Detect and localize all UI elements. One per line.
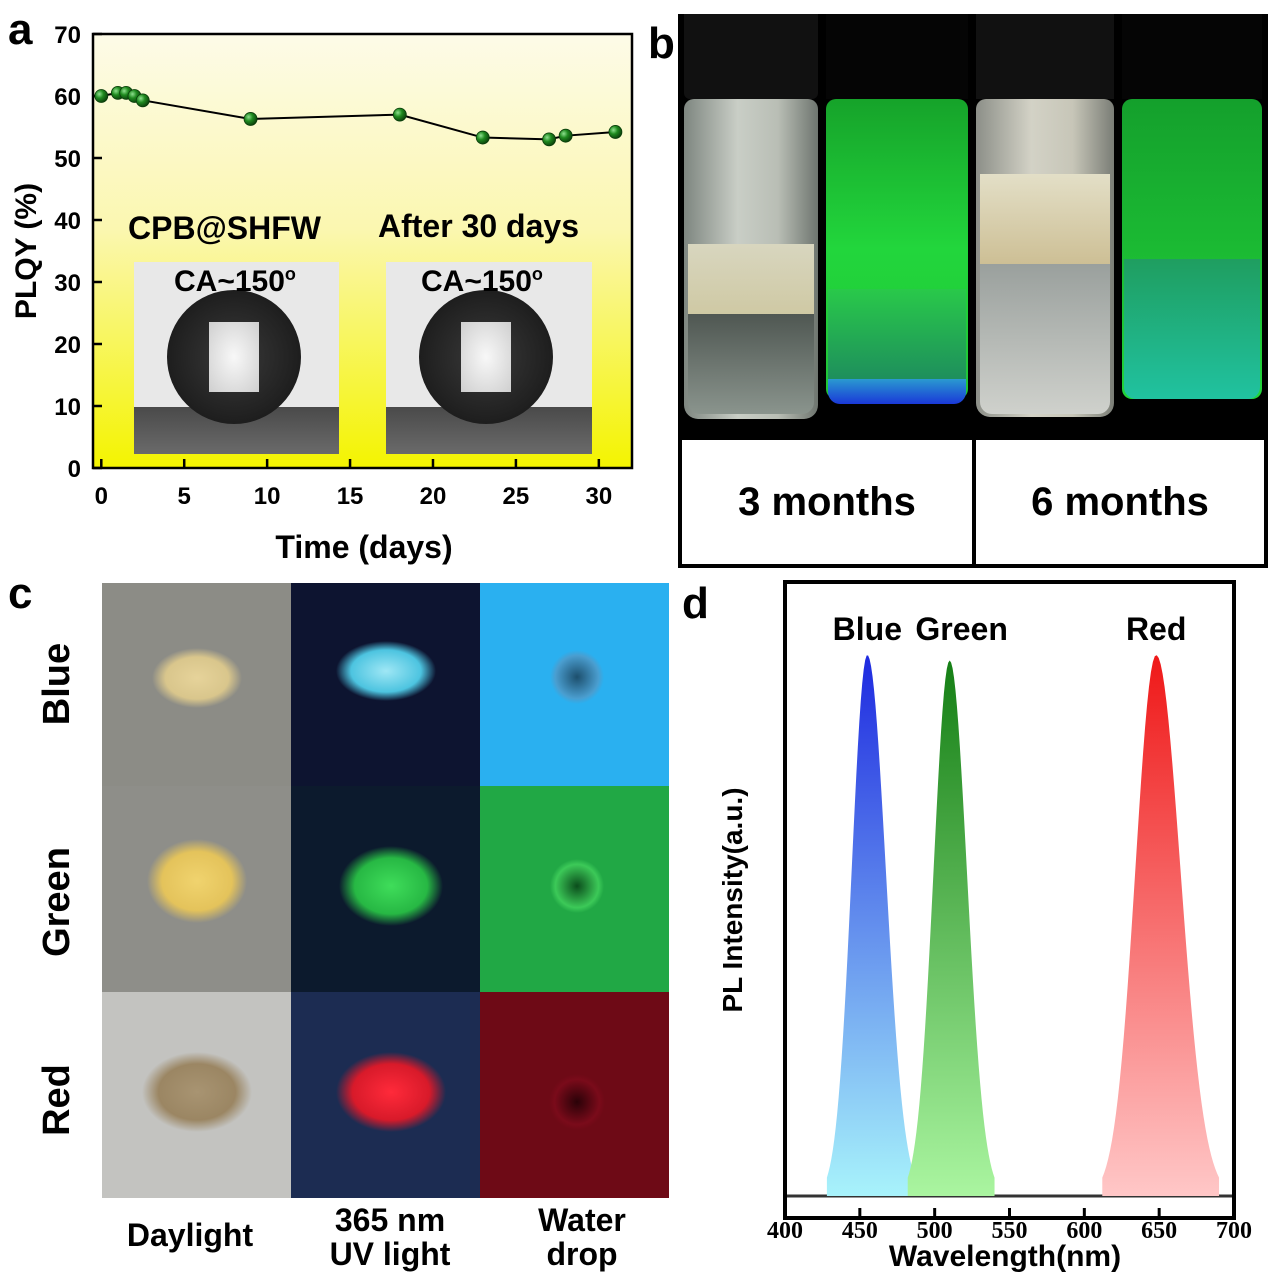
- label-box-3-months: 3 months: [678, 436, 976, 568]
- y-tick-label-a: 60: [54, 84, 81, 111]
- degree-mark-left: o: [284, 264, 296, 284]
- panel-label-b: b: [648, 19, 675, 68]
- x-tick-label-a: 30: [585, 483, 612, 510]
- peak-label-blue: Blue: [833, 611, 902, 647]
- plqy-point: [558, 128, 573, 143]
- green-uv-photo: [291, 786, 480, 992]
- row-label-blue: Blue: [36, 642, 78, 726]
- y-tick-label-a: 10: [54, 394, 81, 421]
- blue-uv-photo: [291, 583, 480, 786]
- contact-angle-photo-left: CA~150o: [134, 262, 339, 454]
- x-tick-label-d: 650: [1141, 1218, 1177, 1244]
- x-axis-label-d: Wavelength(nm): [889, 1240, 1121, 1273]
- panel-label-a: a: [8, 5, 33, 54]
- plqy-point: [392, 107, 407, 122]
- powder-grid: [102, 583, 669, 1198]
- y-tick-label-a: 30: [54, 270, 81, 297]
- peak-label-red: Red: [1126, 611, 1186, 647]
- plqy-point: [608, 125, 623, 139]
- plqy-point: [475, 130, 490, 145]
- x-tick-label-d: 600: [1066, 1218, 1102, 1244]
- spectrum-red: [1102, 655, 1220, 1196]
- row-label-red: Red: [36, 1064, 78, 1136]
- plqy-point: [135, 93, 150, 108]
- panel-label-c: c: [8, 569, 33, 618]
- vials-photo: [678, 14, 1268, 438]
- x-tick-label-d: 450: [842, 1218, 878, 1244]
- degree-mark-right: o: [531, 264, 543, 284]
- plqy-point: [94, 89, 109, 103]
- x-tick-label-a: 10: [254, 483, 281, 510]
- blue-daylight-photo: [102, 583, 291, 786]
- col-label-water-line2: drop: [546, 1236, 618, 1272]
- row-label-green: Green: [36, 847, 78, 957]
- x-axis-label-a: Time (days): [275, 529, 452, 565]
- red-daylight-photo: [102, 992, 291, 1198]
- red-uv-photo: [291, 992, 480, 1198]
- contact-angle-right: CA~150: [421, 265, 532, 298]
- peak-label-green: Green: [915, 611, 1007, 647]
- plqy-point: [542, 132, 556, 147]
- contact-angle-left: CA~150: [174, 265, 285, 298]
- col-label-daylight-line1: Daylight: [126, 1217, 254, 1253]
- y-tick-label-a: 50: [54, 146, 81, 173]
- col-label-daylight: Daylight: [100, 1218, 280, 1252]
- col-label-water: Water drop: [492, 1203, 672, 1271]
- blue-water-drop-photo: [480, 583, 669, 786]
- col-label-water-line1: Water: [538, 1202, 626, 1238]
- green-water-drop-photo: [480, 786, 669, 992]
- y-tick-label-a: 70: [54, 22, 81, 49]
- x-tick-label-d: 400: [767, 1218, 803, 1244]
- x-tick-label-a: 20: [420, 483, 447, 510]
- red-water-drop-photo: [480, 992, 669, 1198]
- col-label-uv-line2: UV light: [329, 1236, 451, 1272]
- spectrum-green: [907, 660, 995, 1196]
- x-tick-label-d: 500: [917, 1218, 953, 1244]
- label-box-6-months: 6 months: [972, 436, 1268, 568]
- inset-title-right: After 30 days: [378, 208, 579, 244]
- y-tick-label-a: 20: [54, 332, 81, 359]
- panel-label-d: d: [682, 579, 709, 628]
- contact-angle-photo-right: CA~150o: [386, 262, 592, 454]
- green-daylight-photo: [102, 786, 291, 992]
- x-tick-label-a: 15: [337, 483, 364, 510]
- x-tick-label-a: 5: [178, 483, 191, 510]
- plqy-point: [243, 112, 258, 126]
- x-tick-label-d: 550: [992, 1218, 1028, 1244]
- pl-spectra-chart: 400 450 500 550 600 650 700 Blue Green Red PL In…: [717, 580, 1252, 1273]
- y-tick-label-a: 0: [68, 456, 81, 483]
- col-label-uv-line1: 365 nm: [334, 1202, 446, 1238]
- y-axis-label-d: PL Intensity(a.u.): [717, 787, 748, 1012]
- y-tick-label-a: 40: [54, 208, 81, 235]
- col-label-uv: 365 nm UV light: [300, 1203, 480, 1271]
- x-tick-label-a: 25: [503, 483, 530, 510]
- y-axis-label-a: PLQY (%): [10, 183, 43, 319]
- x-tick-label-d: 700: [1216, 1218, 1252, 1244]
- x-tick-label-a: 0: [95, 483, 108, 510]
- inset-title-left: CPB@SHFW: [128, 210, 321, 246]
- spectrum-blue: [826, 655, 916, 1196]
